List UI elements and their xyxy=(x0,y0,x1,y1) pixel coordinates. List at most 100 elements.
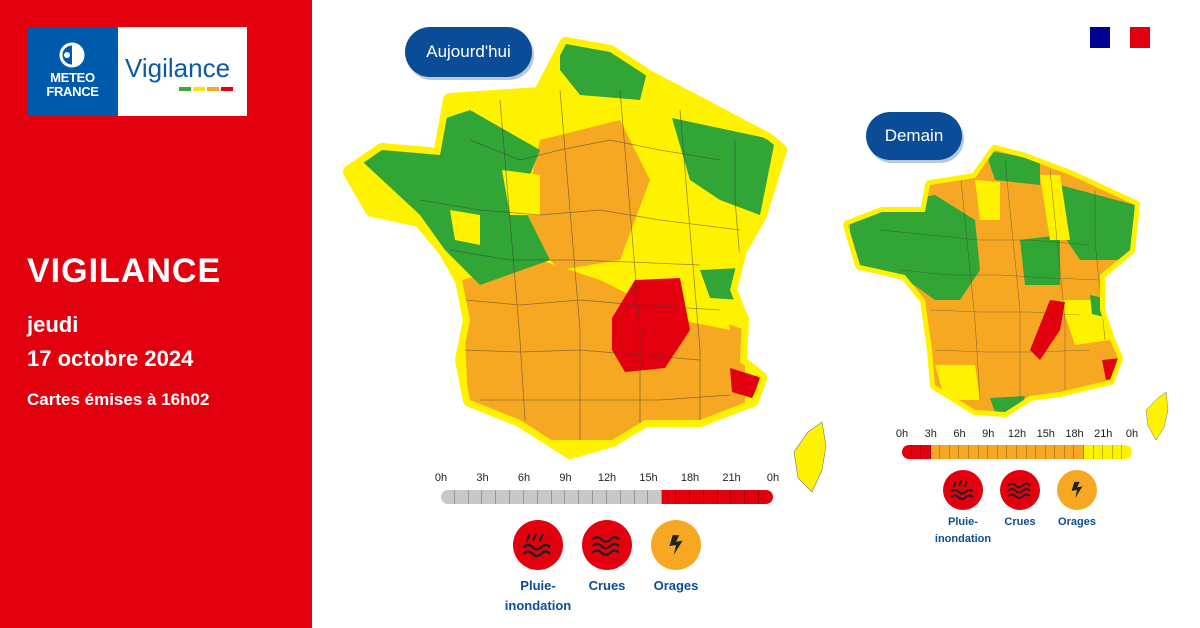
today-risk-label: Orages xyxy=(653,578,699,593)
tomorrow-label: Demain xyxy=(866,112,962,160)
meteo-france-emblem-icon xyxy=(59,42,85,68)
tomorrow-timeline-hour-4 xyxy=(940,445,950,459)
tomorrow-tick-label: 21h xyxy=(1094,428,1113,440)
today-timeline-hour-22 xyxy=(745,490,760,504)
vigilance-bar-1 xyxy=(193,87,205,91)
vigilance-bar-3 xyxy=(221,87,233,91)
tomorrow-risk-label: Orages xyxy=(1058,516,1096,528)
vigilance-wordmark: Vigilance xyxy=(125,53,231,83)
tomorrow-timeline-hour-21 xyxy=(1103,445,1113,459)
corsica-today xyxy=(793,421,827,493)
tomorrow-tick-label: 3h xyxy=(924,428,937,440)
tomorrow-timeline-hour-11 xyxy=(1007,445,1017,459)
today-timeline-hour-9 xyxy=(565,490,580,504)
flood-waves-icon xyxy=(1000,470,1040,510)
today-tick-label: 0h xyxy=(434,472,448,484)
tomorrow-timeline-hour-5 xyxy=(949,445,960,459)
tomorrow-timeline-hour-9 xyxy=(988,445,998,459)
today-timeline-hour-13 xyxy=(620,490,635,504)
tomorrow-risk-label: Crues xyxy=(1004,516,1036,528)
lightning-icon xyxy=(1057,470,1097,510)
logo-text-france: FRANCE xyxy=(46,84,99,99)
today-timeline-hour-4 xyxy=(496,490,511,504)
today-tick-label: 9h xyxy=(559,472,572,484)
tomorrow-timeline-hour-23 xyxy=(1122,445,1132,459)
tomorrow-tick-label: 0h xyxy=(1125,428,1139,440)
meteo-france-logo: METEO FRANCE xyxy=(27,27,118,116)
tomorrow-tick-label: 12h xyxy=(1007,428,1027,440)
today-tick-label: 0h xyxy=(766,472,780,484)
flood-waves-icon xyxy=(582,520,632,570)
today-timeline-hour-11 xyxy=(593,490,607,504)
today-timeline-hour-12 xyxy=(606,490,621,504)
today-timeline-hour-14 xyxy=(634,490,649,504)
tomorrow-timeline-ticks: 0h 3h 6h 9h 12h 15h 18h 21h 0h xyxy=(896,428,1138,442)
today-timeline-ticks: 0h 3h 6h 9h 12h 15h 18h 21h 0h xyxy=(435,472,779,486)
corsica-tomorrow xyxy=(1145,391,1169,441)
today-risk-label: Pluie-​inondation xyxy=(504,578,572,614)
tomorrow-timeline-hour-17 xyxy=(1064,445,1075,459)
tomorrow-timeline-hour-15 xyxy=(1045,445,1056,459)
tomorrow-timeline-hour-2 xyxy=(921,445,931,459)
panel-title: VIGILANCE xyxy=(27,252,222,290)
tomorrow-risk-lightning: Orages xyxy=(1046,470,1108,531)
today-timeline-hour-10 xyxy=(579,490,594,504)
today-timeline-hour-20 xyxy=(717,490,732,504)
tomorrow-timeline-hour-3 xyxy=(930,445,941,459)
tomorrow-timeline-hour-22 xyxy=(1112,445,1123,459)
today-timeline-hour-0 xyxy=(441,490,455,504)
today-timeline-hour-8 xyxy=(551,490,566,504)
today-tick-label: 21h xyxy=(722,472,741,484)
today-tick-label: 12h xyxy=(597,472,617,484)
lightning-icon xyxy=(651,520,701,570)
today-timeline-hour-16 xyxy=(662,490,677,504)
tomorrow-timeline-hour-14 xyxy=(1036,445,1046,459)
tomorrow-timeline: 0h 3h 6h 9h 12h 15h 18h 21h 0h xyxy=(896,428,1138,460)
today-tick-label: 15h xyxy=(639,472,658,484)
tomorrow-timeline-hour-20 xyxy=(1093,445,1104,459)
panel-issued-time: Cartes émises à 16h02 xyxy=(27,390,210,409)
logo-text-meteo: METEO xyxy=(50,70,95,85)
tomorrow-risk-flood-waves: Crues xyxy=(989,470,1051,531)
today-timeline-hour-7 xyxy=(537,490,552,504)
today-timeline-hour-3 xyxy=(482,490,497,504)
today-timeline-hour-19 xyxy=(703,490,718,504)
tomorrow-timeline-hour-12 xyxy=(1016,445,1027,459)
meteo-france-vigilance-logo: METEO FRANCE Vigilance xyxy=(27,27,247,116)
tomorrow-timeline-hour-1 xyxy=(911,445,922,459)
tomorrow-timeline-hour-16 xyxy=(1055,445,1065,459)
tomorrow-map xyxy=(843,145,1169,441)
tomorrow-risk-rain-flood: Pluie-​inondation xyxy=(932,470,994,548)
rain-flood-icon xyxy=(943,470,983,510)
today-timeline-hour-23 xyxy=(759,490,773,504)
today-tick-label: 6h xyxy=(517,472,531,484)
tomorrow-timeline-hour-18 xyxy=(1074,445,1084,459)
tomorrow-timeline-hour-7 xyxy=(969,445,979,459)
tomorrow-timeline-hour-0 xyxy=(902,445,912,459)
today-timeline-hour-6 xyxy=(523,490,538,504)
tomorrow-timeline-bar xyxy=(902,445,1132,459)
today-timeline-hour-17 xyxy=(676,490,690,504)
panel-day: jeudi xyxy=(27,312,79,337)
tomorrow-timeline-hour-8 xyxy=(978,445,989,459)
today-label: Aujourd'hui xyxy=(405,27,532,77)
today-map xyxy=(343,37,827,493)
tomorrow-tick-label: 9h xyxy=(982,428,995,440)
rain-flood-icon xyxy=(513,520,563,570)
today-timeline-bar xyxy=(441,490,773,504)
tomorrow-tick-label: 18h xyxy=(1065,428,1084,440)
tomorrow-timeline-hour-13 xyxy=(1026,445,1037,459)
today-risk-label: Crues xyxy=(588,578,626,593)
tomorrow-tick-label: 15h xyxy=(1036,428,1055,440)
info-panel: METEO FRANCE Vigilance VIGILANCE jeudi 1… xyxy=(0,0,312,628)
today-timeline-hour-1 xyxy=(454,490,469,504)
tomorrow-timeline-hour-6 xyxy=(959,445,970,459)
tomorrow-tick-label: 6h xyxy=(953,428,966,440)
today-tick-label: 18h xyxy=(680,472,700,484)
tomorrow-timeline-hour-10 xyxy=(997,445,1008,459)
vigilance-color-bars xyxy=(179,87,233,91)
today-timeline-hour-18 xyxy=(689,490,704,504)
today-timeline-hour-5 xyxy=(510,490,524,504)
today-timeline-hour-15 xyxy=(648,490,663,504)
